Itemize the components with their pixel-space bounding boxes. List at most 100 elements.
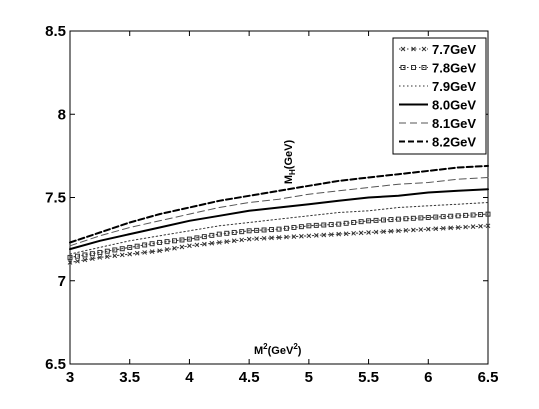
data-point [82, 257, 88, 263]
data-point [67, 260, 73, 265]
data-point [261, 235, 267, 241]
data-point [283, 225, 289, 231]
data-point [388, 228, 394, 234]
x-tick-label: 5.5 [358, 369, 379, 386]
data-point [172, 245, 177, 251]
data-point [425, 226, 431, 232]
data-point [89, 251, 95, 257]
data-point [396, 228, 401, 234]
data-point [157, 239, 163, 245]
data-point [291, 224, 297, 230]
data-point [395, 216, 401, 222]
data-point [142, 250, 147, 255]
data-point [321, 222, 327, 228]
data-point [254, 236, 259, 242]
data-point [119, 246, 125, 252]
data-point [284, 234, 289, 240]
data-point [343, 231, 349, 237]
data-point [216, 240, 222, 245]
data-point [455, 213, 461, 219]
y-axis-label: MH(GeV) [283, 140, 297, 185]
data-point [463, 212, 469, 218]
data-point [291, 234, 297, 239]
data-point [313, 233, 319, 238]
data-point [463, 224, 468, 230]
data-point [164, 247, 170, 252]
data-point [187, 243, 192, 249]
legend-label: 8.0GeV [432, 98, 476, 113]
y-tick-label: 6.5 [45, 356, 66, 373]
data-point [470, 224, 476, 229]
data-point [410, 215, 416, 221]
legend-item: 8.2GeV [399, 135, 476, 150]
x-tick-label: 4.5 [239, 369, 260, 386]
data-point [351, 219, 357, 225]
data-point [127, 251, 133, 257]
x-tick-label: 6.5 [478, 369, 499, 386]
x-tick-label: 4 [185, 369, 194, 386]
legend-label: 8.1GeV [432, 116, 476, 131]
data-point [134, 250, 140, 256]
data-point [421, 46, 427, 52]
data-point [478, 212, 484, 218]
data-point [433, 214, 439, 220]
data-point [231, 238, 237, 244]
data-point [373, 217, 379, 223]
data-point [254, 227, 260, 233]
y-tick-label: 8 [58, 106, 66, 123]
data-point [381, 217, 386, 223]
data-point [231, 229, 237, 235]
data-point [149, 249, 155, 254]
data-point [82, 252, 88, 258]
data-point [373, 229, 379, 235]
data-point [388, 217, 394, 223]
data-point [400, 46, 406, 52]
data-point [239, 237, 245, 243]
data-point [104, 248, 110, 254]
data-point [411, 65, 416, 70]
data-point [269, 235, 274, 241]
data-point [411, 46, 416, 52]
data-point [209, 232, 215, 238]
data-point [485, 211, 491, 217]
legend-box [392, 37, 487, 155]
series-8.2GeV [69, 164, 489, 244]
data-point [366, 230, 371, 235]
y-tick-label: 7.5 [45, 190, 66, 207]
data-point [336, 231, 342, 237]
data-point [104, 254, 110, 259]
series-lines [67, 164, 491, 265]
data-point [164, 239, 170, 245]
data-point [358, 219, 364, 225]
data-point [179, 244, 185, 250]
data-point [194, 235, 200, 241]
data-point [134, 243, 140, 249]
data-point [186, 236, 192, 242]
data-point [358, 230, 364, 236]
data-point [336, 221, 342, 227]
data-point [343, 220, 349, 226]
data-point [425, 214, 431, 220]
data-point [299, 233, 304, 239]
x-tick-label: 5 [305, 369, 313, 386]
data-point [74, 253, 80, 259]
data-point [97, 249, 103, 255]
data-point [313, 222, 319, 228]
data-point [216, 231, 222, 237]
data-point [179, 237, 185, 243]
data-point [224, 230, 230, 236]
legend-item: 8.0GeV [399, 98, 476, 113]
data-point [112, 247, 118, 253]
data-point [448, 213, 454, 219]
data-point [276, 235, 282, 240]
data-point [239, 229, 245, 235]
data-point [67, 254, 73, 260]
axis-ticks: 3 3.5 4 4.5 5 5.5 6 6.5 6.5 7 7.5 8 8.5 [45, 23, 498, 386]
data-point [246, 236, 252, 242]
legend-item: 7.7GeV [399, 42, 476, 57]
data-point [97, 255, 103, 260]
legend: 7.7GeV 7.8GeV 7.9GeV 8.0GeV 8.1GeV 8.2GeV [392, 37, 487, 155]
data-point [269, 227, 275, 233]
data-point [306, 233, 312, 239]
